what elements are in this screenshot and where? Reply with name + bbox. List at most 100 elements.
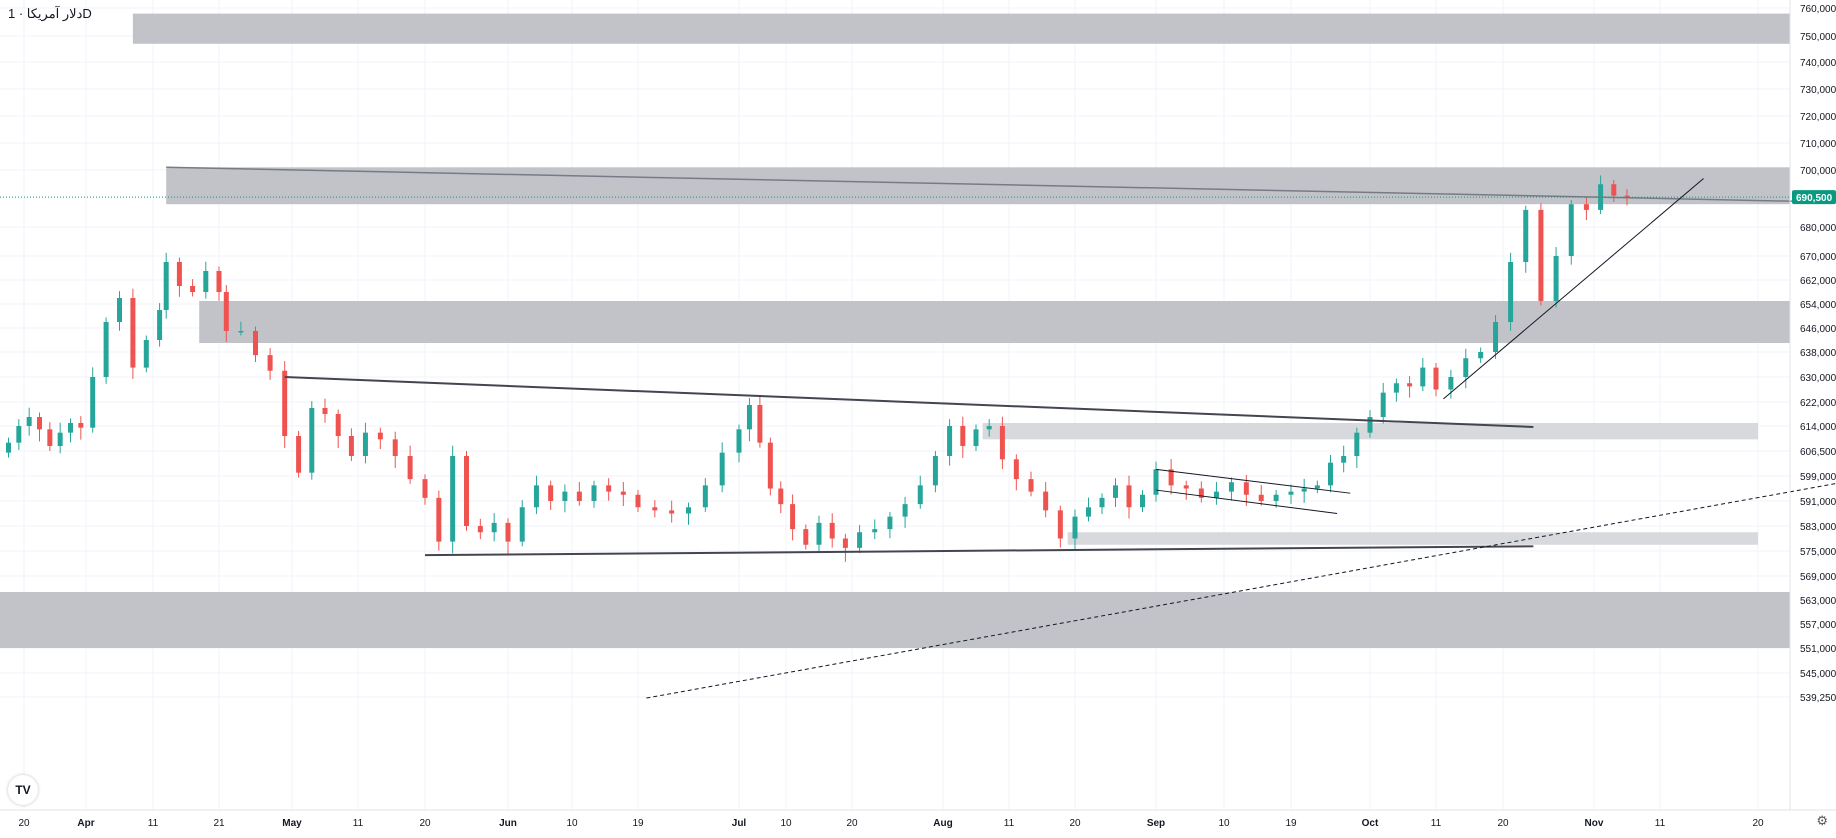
candle-body xyxy=(505,522,511,542)
candle-body xyxy=(477,526,483,533)
candle-body xyxy=(1301,488,1307,492)
candle xyxy=(1086,497,1091,522)
candle xyxy=(1354,427,1360,468)
candle-body xyxy=(1153,469,1159,495)
candle xyxy=(1126,475,1132,519)
candle xyxy=(1213,481,1219,505)
candle-body xyxy=(37,417,42,430)
candle xyxy=(778,481,784,514)
zones xyxy=(0,13,1791,648)
candle xyxy=(491,513,497,542)
price-tick-label: 630,000 xyxy=(1800,373,1836,384)
candle xyxy=(238,321,244,336)
candle-body xyxy=(6,442,11,453)
candle-body xyxy=(887,516,893,530)
candle xyxy=(6,437,11,458)
candle xyxy=(1288,484,1294,504)
time-tick-label: Nov xyxy=(1585,818,1604,829)
candle xyxy=(1493,315,1499,359)
candle-body xyxy=(238,331,244,333)
candle-body xyxy=(767,442,773,489)
candle xyxy=(143,335,149,373)
trendline-dashed xyxy=(646,483,1836,699)
candle-body xyxy=(1288,491,1294,495)
candle-body xyxy=(253,331,258,356)
candle-body xyxy=(606,485,612,492)
candle xyxy=(1198,481,1204,503)
price-tick-label: 575,000 xyxy=(1800,547,1836,558)
candle-body xyxy=(322,408,328,414)
time-tick-label: 19 xyxy=(1285,818,1297,829)
candle-body xyxy=(902,504,908,517)
candle-body xyxy=(1493,322,1499,352)
candle-body xyxy=(1057,510,1063,539)
candle xyxy=(436,490,442,551)
candle-body xyxy=(1314,485,1320,489)
candle-body xyxy=(620,491,626,495)
settings-icon[interactable]: ⚙ xyxy=(1816,813,1828,828)
price-tick-label: 557,000 xyxy=(1800,620,1836,631)
time-tick-label: 11 xyxy=(1655,818,1666,829)
price-tick-label: 680,000 xyxy=(1800,223,1836,234)
candle-body xyxy=(842,538,848,548)
candle xyxy=(1113,478,1118,507)
candle-body xyxy=(450,456,456,542)
candle xyxy=(322,398,328,423)
candle-body xyxy=(103,322,109,377)
candle-body xyxy=(1198,488,1204,498)
candle-body xyxy=(519,507,525,542)
candle-body xyxy=(1433,367,1439,390)
candle-body xyxy=(57,432,63,446)
candle-body xyxy=(1523,209,1529,262)
candle xyxy=(1393,378,1399,402)
candle-body xyxy=(1043,491,1049,511)
candle-body xyxy=(348,436,354,456)
time-tick-label: 19 xyxy=(632,818,644,829)
candle xyxy=(57,422,63,454)
candle xyxy=(669,500,675,523)
candle-body xyxy=(932,456,938,486)
candle xyxy=(1380,382,1386,424)
candle xyxy=(422,474,428,505)
candle-body xyxy=(1478,352,1484,359)
candle xyxy=(1611,179,1617,202)
candle-body xyxy=(1508,262,1514,322)
candle-body xyxy=(960,426,966,446)
grid xyxy=(0,0,1790,810)
candle xyxy=(1013,454,1019,491)
candle-body xyxy=(1583,204,1589,210)
candle xyxy=(505,518,511,554)
candle-body xyxy=(1367,417,1373,433)
candle xyxy=(296,431,302,478)
candle-body xyxy=(422,479,428,498)
tradingview-logo[interactable]: TV xyxy=(8,775,38,805)
time-tick-label: 11 xyxy=(148,818,159,829)
candle xyxy=(163,252,169,319)
candle xyxy=(1523,205,1529,273)
candle-body xyxy=(1213,491,1219,498)
candle xyxy=(1153,461,1159,502)
candle xyxy=(1028,471,1034,497)
candle-body xyxy=(1243,482,1249,495)
candle-body xyxy=(1448,377,1454,390)
time-tick-label: 11 xyxy=(353,818,364,829)
time-tick-label: 11 xyxy=(1431,818,1442,829)
price-tick-label: 638,000 xyxy=(1800,348,1836,359)
price-tick-label: 551,000 xyxy=(1800,644,1836,655)
candle-body xyxy=(576,491,582,501)
candle xyxy=(562,484,568,513)
candle-body xyxy=(917,485,923,505)
candle xyxy=(407,445,413,484)
candle xyxy=(477,518,483,540)
candle xyxy=(872,519,878,540)
candle-body xyxy=(464,456,469,526)
candle-body xyxy=(1113,485,1118,498)
candle-body xyxy=(973,429,979,446)
candle-body xyxy=(216,271,222,292)
candle xyxy=(635,490,641,512)
candle xyxy=(519,500,525,547)
candle xyxy=(591,480,597,508)
candle-body xyxy=(163,262,169,310)
